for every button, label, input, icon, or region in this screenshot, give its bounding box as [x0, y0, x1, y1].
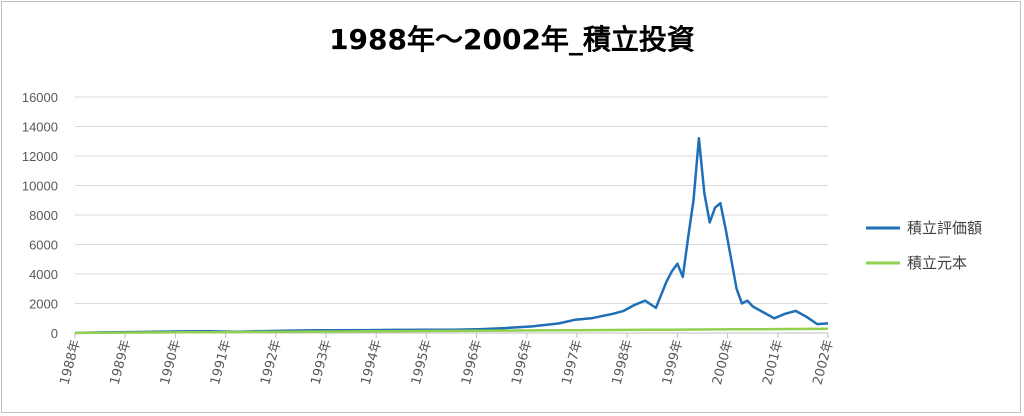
- x-tick-label: 1991年: [208, 338, 234, 386]
- series-line-1: [74, 327, 829, 335]
- y-tick-label: 8000: [29, 208, 58, 223]
- x-tick-label: 2002年: [810, 338, 836, 386]
- y-tick-label: 0: [51, 326, 58, 341]
- x-tick-label: 1999年: [660, 338, 686, 386]
- x-tick-label: 1995年: [409, 338, 435, 386]
- x-tick-label: 1993年: [308, 338, 334, 386]
- y-tick-label: 16000: [22, 90, 58, 105]
- y-tick-label: 12000: [22, 149, 58, 164]
- chart-title: 1988年～2002年_積立投資: [329, 23, 695, 56]
- grid-lines: [75, 96, 828, 334]
- y-axis-ticks: 0 2000 4000 6000 8000 10000 12000 14000 16000: [22, 90, 58, 341]
- x-tick-label: 1988年: [57, 338, 83, 386]
- y-tick-label: 10000: [22, 179, 58, 194]
- x-tick-label: 1990年: [158, 338, 184, 386]
- y-tick-label: 2000: [29, 297, 58, 312]
- x-tick-label: 2000年: [710, 338, 736, 386]
- y-tick-label: 14000: [22, 120, 58, 135]
- x-tick-label: 1998年: [610, 338, 636, 386]
- y-tick-label: 6000: [29, 238, 58, 253]
- x-tick-label: 1997年: [559, 338, 585, 386]
- series-lines: [74, 137, 829, 335]
- x-tick-label: 1994年: [359, 338, 385, 386]
- x-tick-label: 1996年: [509, 338, 535, 386]
- x-tick-label: 1992年: [258, 338, 284, 386]
- x-tick-label: 2001年: [760, 338, 786, 386]
- x-axis-ticks: 1988年 1989年 1990年 1991年 1992年 1993年 1994年 1995年…: [57, 333, 837, 387]
- x-tick-label: 1989年: [108, 338, 134, 386]
- y-tick-label: 4000: [29, 267, 58, 282]
- legend-label: 積立元本: [907, 254, 967, 272]
- legend-label: 積立評価額: [907, 219, 982, 237]
- x-tick-label: 1996年: [459, 338, 485, 386]
